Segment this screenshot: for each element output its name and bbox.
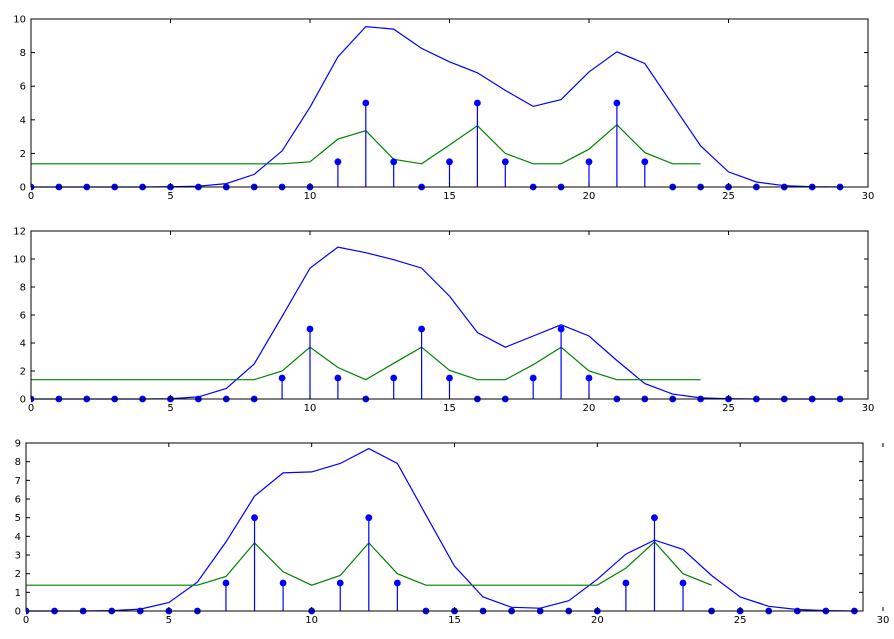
plot-data xyxy=(31,246,844,403)
stem-marker xyxy=(501,158,509,166)
y-tick-label: 10 xyxy=(13,15,26,26)
stem-marker xyxy=(334,158,342,166)
blue-line-3 xyxy=(26,447,855,612)
y-tick-label: 0 xyxy=(20,395,26,406)
stem-marker xyxy=(679,579,687,587)
y-tick-label: 3 xyxy=(15,551,21,562)
stem-marker xyxy=(585,374,593,382)
stem-marker xyxy=(306,325,314,333)
stem-marker xyxy=(651,514,658,522)
blue-line-2 xyxy=(31,246,841,400)
stem-marker xyxy=(334,374,342,382)
y-tick-label: 2 xyxy=(15,569,21,580)
subplot-2: 0 5 10 15 20 25 30 0 2 4 6 8 10 12 xyxy=(13,227,874,415)
stem-marker xyxy=(446,158,453,166)
x-tick-label: 20 xyxy=(583,403,596,414)
stem-marker xyxy=(529,374,537,382)
stem-marker xyxy=(557,325,565,333)
stem-marker xyxy=(390,374,398,382)
y-tick-label: 8 xyxy=(15,457,21,468)
stem-marker xyxy=(365,514,373,522)
x-tick-label: 0 xyxy=(23,615,29,626)
x-tick-label: 5 xyxy=(166,615,172,626)
y-tick-label: 12 xyxy=(13,227,26,238)
blue-line-1 xyxy=(31,25,841,188)
y-tick-label: 7 xyxy=(15,476,21,487)
y-tick-label: 5 xyxy=(15,513,21,524)
x-tick-label: 15 xyxy=(448,615,461,626)
plot-data xyxy=(31,25,844,191)
green-line-2 xyxy=(31,346,701,381)
y-tick-label: 6 xyxy=(20,311,26,322)
x-tick-label: 20 xyxy=(591,615,604,626)
stem-marker xyxy=(251,514,258,522)
x-tick-label: 25 xyxy=(722,191,735,202)
axes-frame xyxy=(25,442,864,612)
y-tick-label: 0 xyxy=(20,183,26,194)
stem-marker xyxy=(279,579,287,587)
x-tick-label: 20 xyxy=(583,191,596,202)
stem-marker xyxy=(278,374,286,382)
x-tick-label: 30 xyxy=(877,615,890,626)
green-line-3 xyxy=(26,541,712,586)
y-tick-label: 9 xyxy=(15,439,21,450)
stem-marker xyxy=(474,99,481,107)
stem-marker xyxy=(641,158,649,166)
y-tick-label: 2 xyxy=(20,367,26,378)
x-tick-label: 0 xyxy=(28,403,34,414)
x-tick-label: 30 xyxy=(862,403,875,414)
x-tick-label: 5 xyxy=(167,403,173,414)
stem-marker xyxy=(585,158,593,166)
y-tick-label: 0 xyxy=(15,607,21,618)
subplot-3: 0 5 10 15 20 25 30 0 1 2 3 4 5 6 7 8 9 xyxy=(15,439,890,627)
stem-marker xyxy=(622,579,630,587)
stem-marker xyxy=(222,579,230,587)
x-tick-label: 10 xyxy=(304,191,317,202)
y-tick-label: 10 xyxy=(13,255,26,266)
y-tick-label: 6 xyxy=(15,495,21,506)
stem-marker xyxy=(336,579,344,587)
plot-data xyxy=(26,447,858,615)
stem-marker xyxy=(393,579,401,587)
x-tick-label: 25 xyxy=(722,403,735,414)
x-tick-label: 10 xyxy=(305,615,318,626)
stem-marker xyxy=(613,99,621,107)
y-tick-label: 2 xyxy=(20,149,26,160)
y-tick-label: 4 xyxy=(15,532,21,543)
x-tick-label: 15 xyxy=(443,403,456,414)
x-tick-label: 25 xyxy=(734,615,747,626)
stem-marker xyxy=(446,374,453,382)
stem-marker xyxy=(362,99,370,107)
y-tick-label: 6 xyxy=(20,82,26,93)
subplot-1: 0 5 10 15 20 25 30 0 2 4 6 8 10 xyxy=(13,15,874,203)
x-tick-label: 15 xyxy=(443,191,456,202)
x-tick-label: 30 xyxy=(862,191,875,202)
x-tick-label: 10 xyxy=(304,403,317,414)
x-tick-label: 5 xyxy=(167,191,173,202)
x-tick-label: 0 xyxy=(28,191,34,202)
y-tick-label: 1 xyxy=(15,588,21,599)
y-tick-label: 8 xyxy=(20,48,26,59)
y-tick-label: 4 xyxy=(20,339,26,350)
y-tick-label: 4 xyxy=(20,115,26,126)
stem-marker xyxy=(418,325,425,333)
y-tick-label: 8 xyxy=(20,283,26,294)
axes-frame xyxy=(30,230,869,400)
stem-marker xyxy=(390,158,398,166)
